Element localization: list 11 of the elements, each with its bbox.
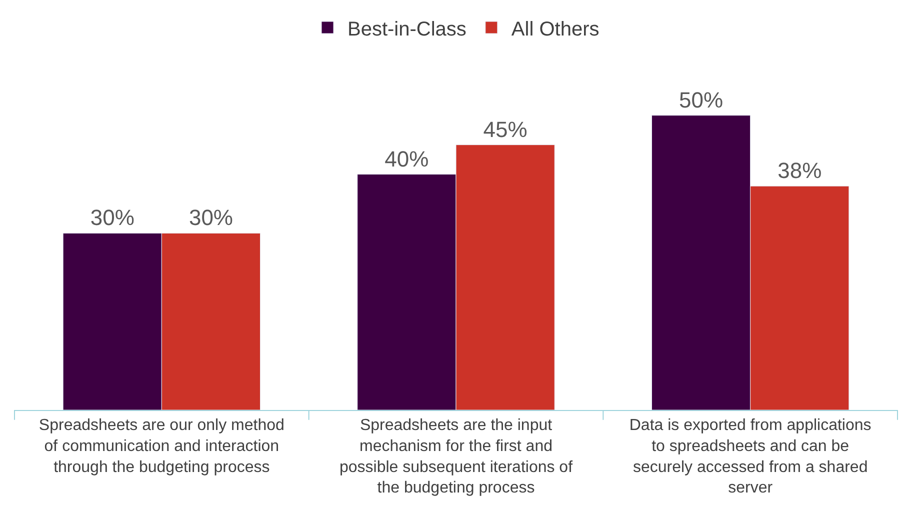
x-tick-label: Spreadsheets are our only method of communication and interaction through the budgeting process	[38, 417, 284, 476]
data-label: 50%	[679, 87, 724, 112]
data-label: 30%	[90, 205, 134, 230]
x-tick-label: Data is exported from applications to spreadsheets and can be securely accessed from a shared server	[629, 417, 872, 497]
data-label: 38%	[778, 158, 822, 184]
legend-label: Best-in-Class	[348, 18, 466, 40]
data-label: 40%	[384, 146, 429, 172]
legend-label: All Others	[511, 18, 600, 40]
x-tick-label: Spreadsheets are the input mechanism for the first and possible subsequent iterations of the budgeting process	[339, 417, 574, 497]
data-label: 30%	[188, 205, 233, 230]
data-label: 45%	[483, 116, 528, 142]
